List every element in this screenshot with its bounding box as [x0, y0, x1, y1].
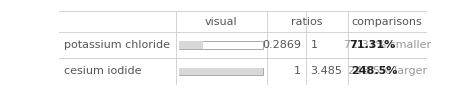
- Text: cesium iodide: cesium iodide: [64, 66, 141, 76]
- Text: 71.31% smaller: 71.31% smaller: [344, 40, 431, 50]
- Text: 248.5%: 248.5%: [351, 66, 397, 76]
- Text: 248.5% larger: 248.5% larger: [347, 66, 427, 76]
- Bar: [179, 41, 263, 49]
- Text: 1: 1: [294, 66, 301, 76]
- Bar: [179, 68, 263, 75]
- Text: visual: visual: [205, 17, 237, 27]
- Text: ratios: ratios: [292, 17, 323, 27]
- Text: potassium chloride: potassium chloride: [64, 40, 170, 50]
- Text: 1: 1: [310, 40, 318, 50]
- Bar: [179, 41, 203, 49]
- Text: 3.485: 3.485: [310, 66, 342, 76]
- Bar: [179, 68, 263, 75]
- Text: comparisons: comparisons: [352, 17, 422, 27]
- Text: 71.31%: 71.31%: [349, 40, 395, 50]
- Text: 0.2869: 0.2869: [262, 40, 301, 50]
